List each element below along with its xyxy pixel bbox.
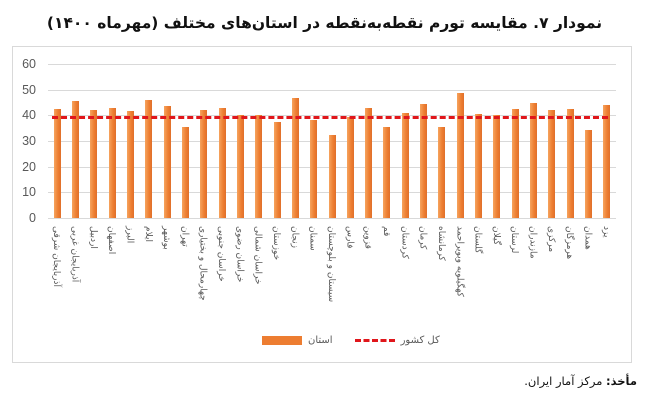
x-tick-label: آذربایجان غربی xyxy=(69,226,80,283)
gridline xyxy=(48,64,616,65)
dashed-line-swatch-icon xyxy=(354,339,395,342)
bar xyxy=(493,115,501,218)
legend-province-label: استان xyxy=(308,335,333,346)
bar xyxy=(255,115,263,218)
legend-national-label: کل کشور xyxy=(400,335,440,346)
x-tick-label: البرز xyxy=(124,226,135,244)
bar xyxy=(365,107,373,218)
x-tick-label: یزد xyxy=(600,226,611,238)
x-tick-label: زنجان xyxy=(289,226,300,249)
bar xyxy=(438,126,446,218)
bar xyxy=(126,111,134,218)
bar xyxy=(420,104,428,218)
x-tick-label: بوشهر xyxy=(161,226,172,250)
x-tick-label: کهگیلویه وبویراحمد xyxy=(454,226,465,297)
bar xyxy=(218,108,226,218)
x-tick-label: هرمزگان xyxy=(564,226,575,260)
bar xyxy=(585,129,593,218)
x-tick-label: فارس xyxy=(344,226,355,249)
x-tick-label: خوزستان xyxy=(271,226,282,261)
gridline xyxy=(48,218,616,219)
gridline xyxy=(48,115,616,117)
bar xyxy=(511,109,519,218)
bar xyxy=(71,101,79,218)
chart-title: نمودار ۷. مقایسه تورم نقطه‌به‌نقطه در اس… xyxy=(46,14,603,32)
y-tick-label: 30 xyxy=(22,134,36,148)
x-tick-label: اردبیل xyxy=(87,226,98,249)
x-tick-label: کردستان xyxy=(399,226,410,259)
x-tick-label: سمنان xyxy=(307,226,318,251)
x-tick-label: خراسان رضوی xyxy=(234,226,245,283)
gridline xyxy=(48,89,616,91)
bar xyxy=(383,126,391,218)
x-tick-label: قم xyxy=(380,226,391,237)
bar xyxy=(181,127,189,218)
x-tick-label: تهران xyxy=(179,226,190,247)
x-tick-label: همدان xyxy=(582,226,593,250)
y-tick-label: 10 xyxy=(22,185,36,200)
bar xyxy=(291,97,299,218)
source-label: مأخذ: xyxy=(606,374,637,388)
y-tick-label: 20 xyxy=(22,159,36,174)
y-tick-label: 0 xyxy=(29,211,36,225)
bar xyxy=(310,120,318,218)
y-tick-label: 40 xyxy=(22,108,36,123)
bar xyxy=(163,106,171,218)
x-tick-label: ایلام xyxy=(142,226,153,242)
x-tick-label: خراسان جنوبی xyxy=(216,226,227,282)
x-tick-label: کرمانشاه xyxy=(435,226,446,261)
bar xyxy=(90,110,98,218)
x-tick-label: گلستان xyxy=(472,226,483,254)
source-note: مأخذ: مرکز آمار ایران. xyxy=(524,374,637,388)
bar xyxy=(53,109,61,218)
x-tick-label: لرستان xyxy=(509,226,520,254)
y-tick-label: 50 xyxy=(22,82,36,97)
x-tick-label: خراسان شمالی xyxy=(252,226,263,285)
x-tick-label: آذربایجان شرقی xyxy=(51,226,62,287)
x-tick-label: اصفهان xyxy=(106,226,117,255)
bar xyxy=(475,114,483,218)
bar xyxy=(603,104,611,218)
bar xyxy=(566,108,574,218)
y-tick-label: 60 xyxy=(22,57,36,71)
x-tick-label: گیلان xyxy=(490,226,501,245)
plot-area xyxy=(48,64,616,219)
bar xyxy=(236,114,244,218)
bar xyxy=(200,110,208,218)
x-tick-label: قزوین xyxy=(362,226,373,249)
bar xyxy=(273,121,281,218)
legend: کل کشور استان xyxy=(240,335,440,346)
bar xyxy=(548,110,556,218)
bar-swatch-icon xyxy=(262,336,302,345)
national-average-line xyxy=(52,115,608,119)
legend-national: کل کشور xyxy=(354,335,440,346)
x-tick-label: سیستان و بلوچستان xyxy=(326,226,336,303)
x-tick-label: کرمان xyxy=(417,226,428,250)
x-tick-label: مازندران xyxy=(527,226,538,259)
x-tick-label: چهارمحال و بختیاری xyxy=(197,226,208,301)
bar xyxy=(328,134,336,218)
bar xyxy=(346,116,354,218)
bar xyxy=(401,112,409,218)
bar xyxy=(530,102,538,218)
bar xyxy=(456,92,464,218)
legend-province: استان xyxy=(262,335,333,346)
bar xyxy=(145,100,153,218)
source-text: مرکز آمار ایران. xyxy=(524,374,603,388)
bar xyxy=(108,107,116,218)
x-tick-label: مرکزی xyxy=(545,226,556,253)
